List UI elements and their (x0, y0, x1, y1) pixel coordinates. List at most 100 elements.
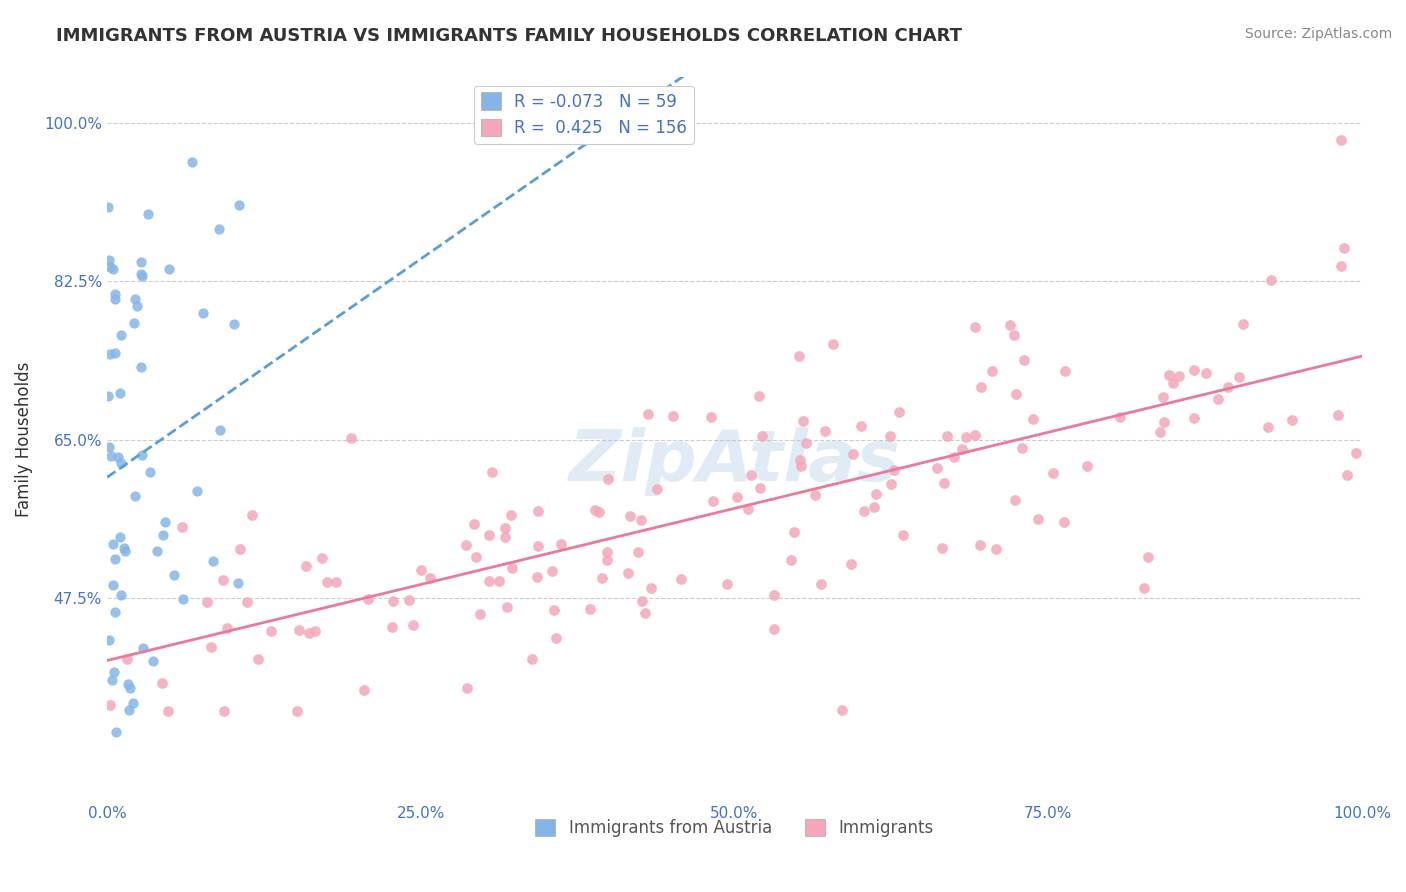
Point (1042, 466, 1064, 480)
Point (1026, 512, 1049, 526)
Point (208, 222, 231, 236)
Point (104, 725, 127, 739)
Point (494, 530, 516, 544)
Point (228, 576, 250, 591)
Point (633, 606, 655, 620)
Point (124, 489, 146, 503)
Point (139, 465, 162, 479)
Point (936, 429, 959, 443)
Point (1336, 468, 1358, 483)
Point (880, 477, 903, 491)
Point (110, 456, 132, 470)
Point (640, 582, 662, 596)
Point (527, 539, 550, 553)
Point (763, 588, 786, 602)
Point (619, 508, 641, 523)
Point (927, 460, 949, 475)
Point (792, 414, 814, 428)
Point (1152, 391, 1174, 405)
Point (1227, 370, 1250, 384)
Point (163, 567, 186, 582)
Point (117, 677, 139, 691)
Point (1232, 318, 1254, 332)
Point (172, 591, 194, 606)
Point (288, 623, 311, 637)
Legend: Immigrants from Austria, Immigrants: Immigrants from Austria, Immigrants (529, 813, 941, 844)
Text: Source: ZipAtlas.com: Source: ZipAtlas.com (1244, 27, 1392, 41)
Point (463, 516, 485, 531)
Point (468, 607, 491, 621)
Point (211, 573, 233, 587)
Point (879, 428, 901, 442)
Point (942, 450, 965, 464)
Point (980, 363, 1002, 377)
Point (1005, 386, 1028, 401)
Point (247, 652, 270, 666)
Point (236, 595, 259, 609)
Point (142, 654, 165, 668)
Point (637, 407, 659, 421)
Point (661, 409, 683, 423)
Point (381, 620, 404, 634)
Point (588, 505, 610, 519)
Point (748, 389, 770, 403)
Point (217, 621, 239, 635)
Point (118, 681, 141, 695)
Point (763, 622, 786, 636)
Point (156, 704, 179, 718)
Point (596, 553, 619, 567)
Point (101, 673, 124, 688)
Point (716, 577, 738, 591)
Point (488, 574, 510, 588)
Point (998, 318, 1021, 333)
Point (544, 631, 567, 645)
Point (464, 549, 486, 564)
Point (103, 286, 125, 301)
Point (1159, 368, 1181, 383)
Point (543, 603, 565, 617)
Point (356, 591, 378, 606)
Point (107, 450, 129, 464)
Point (454, 538, 477, 552)
Point (931, 541, 953, 556)
Point (212, 704, 235, 718)
Point (110, 328, 132, 343)
Point (596, 472, 619, 486)
Point (104, 605, 127, 619)
Point (131, 448, 153, 462)
Point (411, 562, 433, 576)
Point (748, 481, 770, 495)
Point (103, 537, 125, 551)
Point (1133, 581, 1156, 595)
Point (841, 557, 863, 571)
Point (842, 447, 865, 461)
Point (97, 389, 120, 403)
Point (789, 453, 811, 467)
Point (98, 698, 121, 713)
Point (1260, 273, 1282, 287)
Point (891, 528, 914, 542)
Point (353, 682, 375, 697)
Point (814, 424, 837, 438)
Point (97, 200, 120, 214)
Point (965, 320, 987, 334)
Point (1330, 259, 1353, 273)
Point (1346, 446, 1368, 460)
Point (1182, 411, 1205, 425)
Point (325, 575, 347, 590)
Point (200, 640, 222, 654)
Point (131, 255, 153, 269)
Point (97, 252, 120, 267)
Point (240, 508, 263, 522)
Point (887, 404, 910, 418)
Point (583, 503, 606, 517)
Point (627, 545, 650, 559)
Point (787, 349, 810, 363)
Point (1014, 353, 1036, 368)
Point (669, 572, 692, 586)
Point (1108, 410, 1130, 425)
Point (118, 703, 141, 717)
Point (550, 537, 572, 551)
Point (419, 571, 441, 585)
Point (304, 624, 326, 639)
